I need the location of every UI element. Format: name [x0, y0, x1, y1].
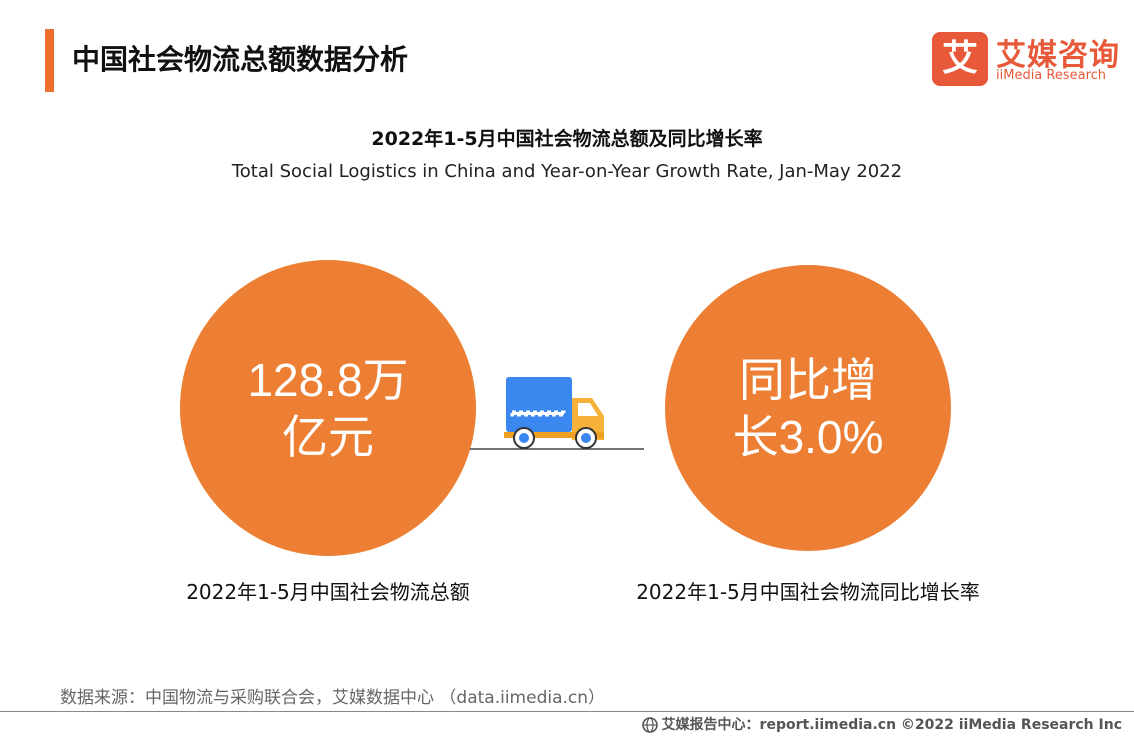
- growth-value-line2: 长3.0%: [733, 411, 884, 463]
- footer-divider: [0, 711, 1134, 712]
- page-title: 中国社会物流总额数据分析: [72, 43, 409, 76]
- logo-name-en: iiMedia Research: [996, 68, 1107, 83]
- growth-rate-circle: [665, 265, 951, 551]
- total-value-line1: 128.8万: [247, 354, 408, 406]
- logo-box: [932, 32, 988, 86]
- globe-icon: [641, 717, 658, 733]
- data-source: 数据来源：中国物流与采购联合会，艾媒数据中心 （data.iimedia.cn）: [60, 688, 606, 708]
- iimedia-logo: 艾 艾媒咨询 iiMedia Research: [932, 30, 1122, 90]
- total-value-line2: 亿元: [282, 411, 374, 463]
- footer: 艾媒报告中心：report.iimedia.cn ©2022 iiMedia R…: [641, 714, 1122, 734]
- footer-text: 艾媒报告中心：report.iimedia.cn ©2022 iiMedia R…: [661, 717, 1122, 733]
- title-accent-bar: [45, 29, 54, 92]
- delivery-truck-icon: [504, 377, 604, 449]
- logo-name-cn: 艾媒咨询: [996, 38, 1120, 73]
- total-logistics-circle: [180, 260, 476, 556]
- growth-value-line1: 同比增: [739, 354, 877, 406]
- chart-subtitle: Total Social Logistics in China and Year…: [231, 161, 903, 182]
- total-logistics-label: 2022年1-5月中国社会物流总额: [186, 580, 470, 604]
- growth-rate-label: 2022年1-5月中国社会物流同比增长率: [636, 580, 980, 604]
- logo-glyph: 艾: [941, 38, 978, 79]
- chart-title: 2022年1-5月中国社会物流总额及同比增长率: [371, 128, 763, 150]
